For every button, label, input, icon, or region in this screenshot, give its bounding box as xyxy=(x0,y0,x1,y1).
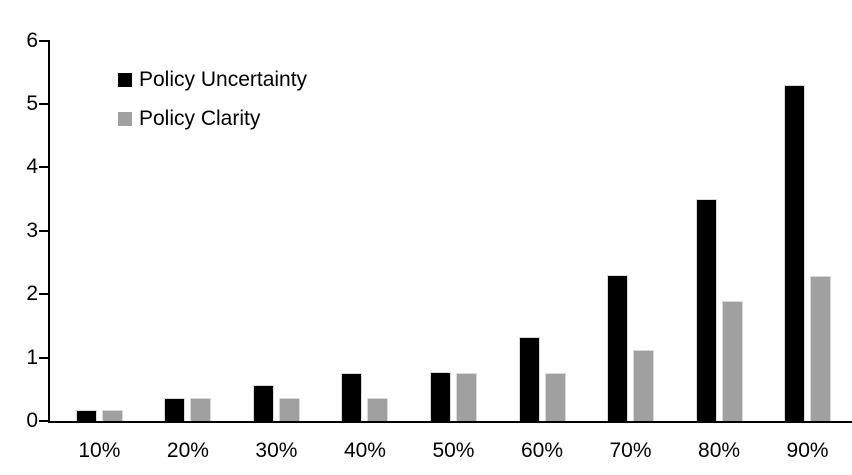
x-tick-label: 60% xyxy=(520,439,564,462)
y-axis-tick xyxy=(39,39,48,42)
legend: Policy Uncertainty Policy Clarity xyxy=(118,68,308,147)
bar-policy-clarity-90% xyxy=(810,275,832,421)
bar-policy-uncertainty-50% xyxy=(429,372,451,421)
x-tick-label: 10% xyxy=(78,439,121,462)
bar-policy-clarity-10% xyxy=(101,410,123,421)
bar-policy-uncertainty-10% xyxy=(75,409,97,421)
legend-item-policy-uncertainty: Policy Uncertainty xyxy=(118,68,308,91)
y-tick-label: 0 xyxy=(26,409,38,432)
bar-policy-clarity-50% xyxy=(455,372,477,421)
legend-label-policy-clarity: Policy Clarity xyxy=(139,107,261,130)
x-tick-label: 80% xyxy=(698,439,741,462)
x-tick-label: 50% xyxy=(432,439,475,462)
bar-policy-clarity-30% xyxy=(278,398,300,421)
bar-policy-uncertainty-20% xyxy=(164,397,186,421)
y-axis-tick xyxy=(39,293,48,296)
y-axis-line xyxy=(48,40,50,423)
legend-item-policy-clarity: Policy Clarity xyxy=(118,107,307,130)
x-axis-line xyxy=(48,421,852,423)
bar-policy-uncertainty-30% xyxy=(252,385,274,421)
y-tick-label: 2 xyxy=(26,282,38,306)
bar-policy-uncertainty-40% xyxy=(341,372,363,421)
y-axis-tick xyxy=(39,103,48,105)
bar-policy-clarity-20% xyxy=(190,398,212,421)
bar-policy-clarity-60% xyxy=(544,372,566,421)
bar-policy-uncertainty-60% xyxy=(518,336,540,421)
y-tick-label: 4 xyxy=(26,155,38,179)
bar-policy-clarity-70% xyxy=(633,349,655,421)
bar-policy-uncertainty-70% xyxy=(607,275,629,421)
y-axis-tick xyxy=(39,229,48,232)
y-axis-tick xyxy=(39,420,48,422)
y-tick-label: 3 xyxy=(26,218,38,242)
y-axis-tick xyxy=(39,166,48,169)
y-axis-tick xyxy=(39,356,48,359)
bar-policy-uncertainty-80% xyxy=(695,199,717,421)
x-tick-label: 70% xyxy=(609,439,652,462)
x-tick-label: 30% xyxy=(255,439,298,462)
x-tick-label: 40% xyxy=(343,439,386,462)
legend-swatch-policy-clarity xyxy=(118,112,132,126)
legend-swatch-policy-uncertainty xyxy=(118,73,132,87)
x-tick-label: 90% xyxy=(786,439,829,462)
legend-label-policy-uncertainty: Policy Uncertainty xyxy=(139,68,308,91)
bar-policy-clarity-80% xyxy=(721,301,743,421)
y-tick-label: 5 xyxy=(26,92,38,115)
y-tick-label: 1 xyxy=(26,345,38,369)
bar-policy-uncertainty-90% xyxy=(784,84,806,421)
x-tick-label: 20% xyxy=(166,439,209,462)
y-tick-label: 6 xyxy=(26,28,38,52)
bar-policy-clarity-40% xyxy=(367,397,389,421)
